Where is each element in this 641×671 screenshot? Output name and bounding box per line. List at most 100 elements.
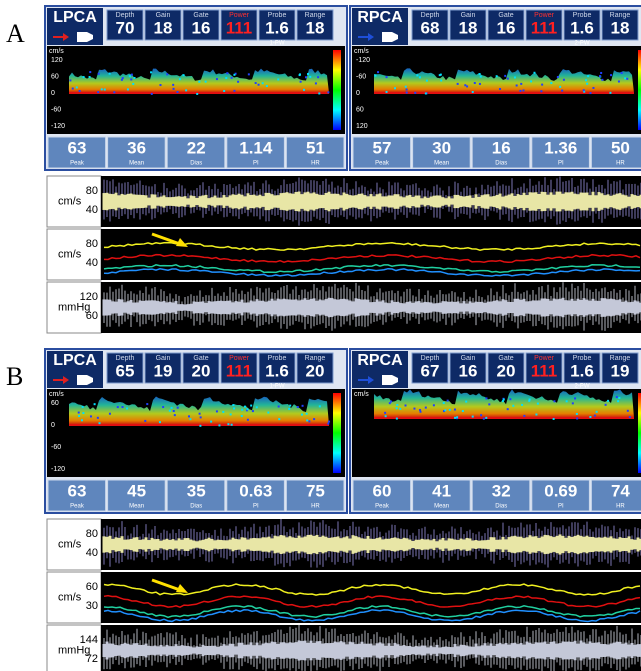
trace-band [139,195,142,208]
trace-band [367,300,370,316]
trace-band [292,194,295,210]
trace-band [160,197,163,207]
trace-band [190,304,193,312]
trace-band [202,195,205,207]
stat-value: 16 [492,138,511,157]
speckle [541,84,543,86]
trace-band [385,646,388,655]
trace-band [589,537,592,552]
trace-band [496,300,499,315]
trace-band [430,540,433,549]
speckle [109,73,111,75]
trace-band [364,195,367,208]
trace-band [127,301,130,314]
trace-band [625,643,628,659]
trace-band [130,300,133,315]
trace-band [328,538,331,551]
trace-band [472,198,475,205]
trace-band [301,537,304,551]
speckle [507,408,509,410]
speckle [69,79,71,81]
trace-band [217,301,220,314]
field-value: 18 [459,18,478,37]
speckle [185,89,187,91]
stat-value: 75 [306,481,325,500]
trace-band [475,644,478,658]
trace-band [322,195,325,208]
speckle [377,71,379,73]
trace-band [544,535,547,554]
trace-band [538,643,541,659]
trace-band [388,303,391,312]
speckle [559,86,561,88]
trace-band [628,302,631,313]
trace-band [229,644,232,658]
trace-band [517,194,520,209]
trace-band [220,198,223,206]
trace-band [583,642,586,658]
trace-band [622,302,625,313]
trace-band [259,195,262,209]
trace-band [424,197,427,207]
trace-band [184,304,187,310]
trace-band [379,301,382,313]
speckle [328,421,330,423]
trace-band [433,539,436,550]
trace-band [223,301,226,314]
trace-band [460,645,463,657]
trace-band [142,645,145,656]
trace-band [631,302,634,313]
trace-band [211,539,214,550]
trace-band [559,643,562,658]
trace-band [604,644,607,657]
speckle [223,90,225,92]
trace-band [499,540,502,550]
scale-label: 60 [356,106,364,113]
speckle [396,404,398,406]
trace-band [589,301,592,315]
trace-band [145,537,148,551]
speckle [262,82,264,84]
trace-band [427,302,430,313]
trace-band [364,644,367,658]
trace-band [289,299,292,315]
speckle [419,409,421,411]
trace-band [265,537,268,551]
trace-band [472,541,475,549]
trace-band [244,196,247,206]
trace-band [385,539,388,551]
speckle [303,89,305,91]
trace-band [262,301,265,314]
trace-band [205,539,208,550]
speckle [131,74,133,76]
trace-band [343,642,346,658]
trace-band [577,644,580,658]
trace-band [214,540,217,548]
trace-band [637,537,640,551]
trace-band [421,198,424,204]
speckle [563,79,565,81]
trace-band [304,537,307,553]
trace-band [184,538,187,551]
trace-band [220,646,223,655]
field-value: 1.6 [265,18,289,37]
speckle [499,88,501,90]
trace-band [283,642,286,659]
speckle [172,84,174,86]
stat-label: Dias [495,161,507,167]
trace-band [424,539,427,549]
trace-band [121,644,124,657]
colorbar [333,393,341,473]
trace-band [235,195,238,208]
stat-label: Mean [129,161,144,167]
stat-label: Peak [70,161,85,167]
trace-band [214,301,217,314]
trace-band [307,535,310,554]
trace-band [526,195,529,208]
trace-band [277,536,280,552]
trace-band [631,539,634,550]
speckle [592,87,594,89]
trace-band [433,196,436,208]
trace-band [184,646,187,656]
scale-label: 60 [51,400,59,407]
